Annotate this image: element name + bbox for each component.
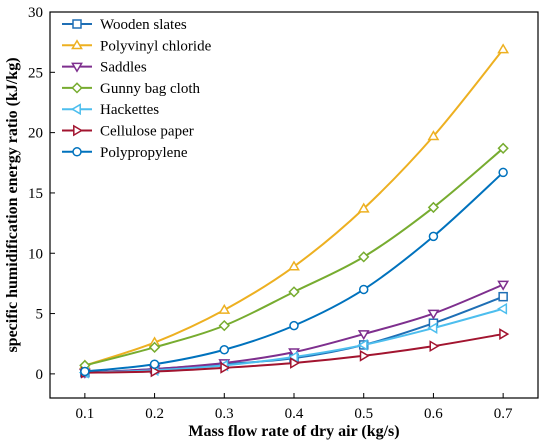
series-gunny-bag-cloth <box>79 142 509 372</box>
data-point-cellulose-paper <box>429 340 440 353</box>
x-tick-label: 0.2 <box>145 406 164 422</box>
legend-label: Polypropylene <box>100 145 188 161</box>
data-point-gunny-bag-cloth <box>148 341 161 353</box>
data-point-cellulose-paper <box>290 357 301 369</box>
legend-label: Hackettes <box>100 102 159 118</box>
legend-label: Wooden slates <box>100 17 187 33</box>
data-point-gunny-bag-cloth <box>288 286 300 298</box>
x-tick-label: 0.5 <box>354 406 373 422</box>
legend-marker <box>72 19 82 29</box>
legend: Wooden slates Polyvinyl chloride Saddles Gu… <box>62 17 212 161</box>
legend-marker <box>71 82 83 94</box>
data-point-cellulose-paper <box>359 349 370 362</box>
legend-label: Polyvinyl chloride <box>100 38 212 54</box>
data-point-hackettes <box>357 339 368 351</box>
x-tick-label: 0.7 <box>494 406 513 422</box>
y-tick-label: 20 <box>28 126 43 142</box>
data-point-cellulose-paper <box>220 361 231 374</box>
data-point-polyvinyl-chloride <box>288 260 300 271</box>
y-axis-title: specific humidification energy ratio (kJ… <box>4 57 21 352</box>
y-tick-label: 25 <box>28 65 43 81</box>
data-point-polypropylene <box>149 359 160 369</box>
legend-label: Gunny bag cloth <box>100 81 200 97</box>
data-point-gunny-bag-cloth <box>358 251 370 263</box>
data-point-polypropylene <box>219 345 230 355</box>
data-point-polypropylene <box>358 284 369 295</box>
data-point-gunny-bag-cloth <box>497 142 509 154</box>
y-tick-label: 10 <box>28 246 43 262</box>
legend-marker <box>73 124 84 137</box>
data-point-polypropylene <box>289 320 299 331</box>
series-polypropylene <box>80 167 508 377</box>
data-point-wooden-slates <box>498 291 508 302</box>
data-point-gunny-bag-cloth <box>427 201 440 214</box>
data-point-cellulose-paper <box>499 328 510 340</box>
data-point-polyvinyl-chloride <box>218 303 231 314</box>
data-point-saddles <box>427 309 440 320</box>
data-point-saddles <box>497 280 510 291</box>
legend-item-hackettes: Hackettes <box>62 102 159 118</box>
legend-marker <box>72 147 82 157</box>
legend-item-gunny-bag-cloth: Gunny bag cloth <box>62 81 200 97</box>
y-tick-label: 0 <box>36 367 44 383</box>
legend-label: Cellulose paper <box>100 124 194 140</box>
data-point-saddles <box>357 330 370 341</box>
legend-item-polypropylene: Polypropylene <box>62 145 188 161</box>
data-point-polypropylene <box>498 167 508 178</box>
y-tick-label: 5 <box>36 307 44 323</box>
series-cellulose-paper <box>80 328 510 379</box>
data-point-cellulose-paper <box>150 365 161 378</box>
legend-item-wooden-slates: Wooden slates <box>62 17 187 33</box>
x-tick-label: 0.4 <box>285 406 304 422</box>
data-point-polypropylene <box>428 231 439 242</box>
legend-item-cellulose-paper: Cellulose paper <box>62 124 194 140</box>
data-point-gunny-bag-cloth <box>218 319 230 332</box>
data-point-polyvinyl-chloride <box>497 43 510 54</box>
data-point-hackettes <box>497 302 508 315</box>
legend-label: Saddles <box>100 60 147 76</box>
x-axis-ticks: 0.1 0.2 0.3 0.4 0.5 0.6 0.7 <box>75 393 513 422</box>
x-tick-label: 0.3 <box>215 406 234 422</box>
data-point-polypropylene <box>80 366 90 377</box>
data-point-polyvinyl-chloride <box>427 130 440 141</box>
y-tick-label: 15 <box>28 186 43 202</box>
x-tick-label: 0.1 <box>75 406 94 422</box>
y-axis-ticks: 0 5 10 15 20 25 30 <box>28 5 55 383</box>
series-line-gunny-bag-cloth <box>84 147 504 367</box>
data-point-polyvinyl-chloride <box>357 202 370 213</box>
x-axis-title: Mass flow rate of dry air (kg/s) <box>188 423 399 440</box>
series-layer <box>78 43 510 379</box>
legend-item-polyvinyl-chloride: Polyvinyl chloride <box>62 38 212 54</box>
legend-item-saddles: Saddles <box>62 60 147 76</box>
legend-marker <box>71 62 83 73</box>
legend-marker <box>70 103 81 116</box>
x-tick-label: 0.6 <box>424 406 443 422</box>
legend-marker <box>71 39 83 50</box>
data-point-hackettes <box>427 322 438 334</box>
y-tick-label: 30 <box>28 5 43 21</box>
